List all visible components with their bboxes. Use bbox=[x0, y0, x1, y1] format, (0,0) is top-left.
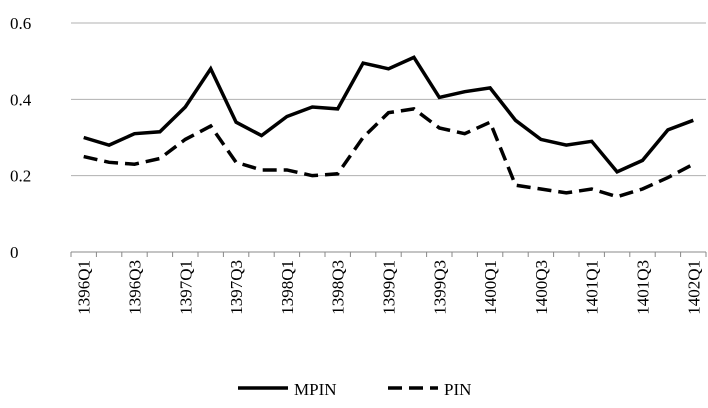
series-line bbox=[83, 107, 695, 199]
x-tick-label: 1400Q3 bbox=[532, 260, 551, 315]
y-tick-label: 0.2 bbox=[10, 167, 31, 186]
x-tick-label: 1399Q3 bbox=[430, 260, 449, 315]
x-tick-label: 1401Q1 bbox=[583, 260, 602, 315]
x-tick-label: 1400Q1 bbox=[481, 260, 500, 315]
legend-label: PIN bbox=[444, 380, 471, 399]
y-tick-label: 0 bbox=[10, 243, 19, 262]
series-line bbox=[83, 55, 694, 174]
x-tick-label: 1396Q3 bbox=[126, 260, 145, 315]
x-tick-label: 1398Q3 bbox=[329, 260, 348, 315]
x-tick-label: 1397Q3 bbox=[227, 260, 246, 315]
x-tick-label: 1399Q1 bbox=[380, 260, 399, 315]
x-tick-label: 1397Q1 bbox=[176, 260, 195, 315]
x-tick-label: 1402Q1 bbox=[684, 260, 703, 315]
x-tick-label: 1396Q1 bbox=[75, 260, 94, 315]
x-tick-label: 1398Q1 bbox=[278, 260, 297, 315]
legend-label: MPIN bbox=[294, 380, 337, 399]
y-tick-label: 0.4 bbox=[10, 90, 32, 109]
y-tick-label: 0.6 bbox=[10, 14, 31, 33]
x-tick-label: 1401Q3 bbox=[634, 260, 653, 315]
